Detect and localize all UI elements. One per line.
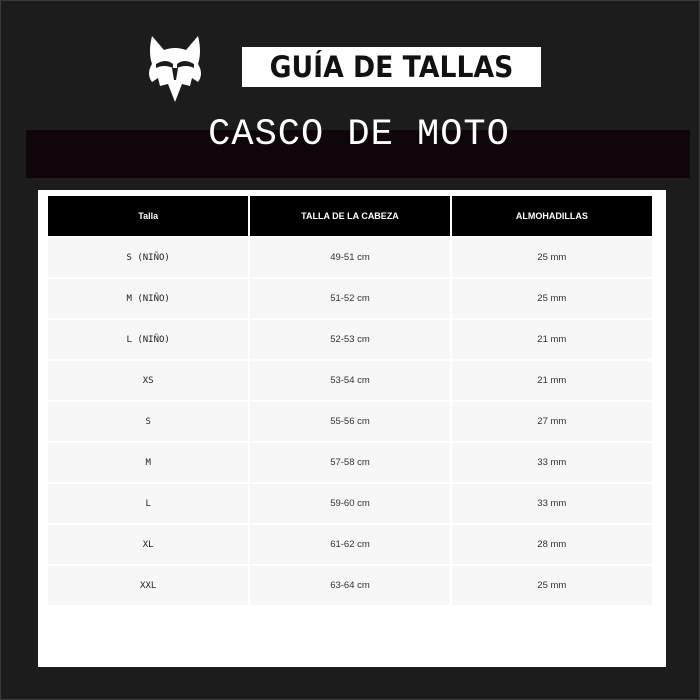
padding-cell: 21 mm: [450, 318, 652, 360]
padding-cell: 33 mm: [450, 482, 652, 524]
size-cell: L: [48, 482, 251, 524]
title-box: GUÍA DE TALLAS: [242, 47, 541, 87]
column-header: ALMOHADILLAS: [450, 196, 652, 237]
padding-cell: 28 mm: [450, 523, 652, 565]
padding-cell: 25 mm: [450, 236, 652, 278]
column-header: TALLA DE LA CABEZA: [249, 196, 452, 237]
head-size-cell: 61-62 cm: [249, 523, 452, 565]
head-size-cell: 57-58 cm: [249, 441, 452, 483]
table-row: XXL 63-64 cm 25 mm: [48, 564, 652, 605]
padding-cell: 25 mm: [450, 564, 652, 605]
table-row: M (NIÑO) 51-52 cm 25 mm: [48, 277, 652, 319]
padding-cell: 25 mm: [450, 277, 652, 319]
column-header: Talla: [48, 196, 251, 237]
head-size-cell: 59-60 cm: [249, 482, 452, 524]
head-size-cell: 63-64 cm: [249, 564, 452, 605]
subtitle-band: [26, 130, 690, 178]
table-header-row: Talla TALLA DE LA CABEZA ALMOHADILLAS: [48, 196, 652, 237]
head-size-cell: 52-53 cm: [249, 318, 452, 360]
page-title: GUÍA DE TALLAS: [269, 50, 514, 84]
padding-cell: 21 mm: [450, 359, 652, 401]
size-cell: XL: [48, 523, 251, 565]
table-row: L 59-60 cm 33 mm: [48, 482, 652, 524]
padding-cell: 33 mm: [450, 441, 652, 483]
padding-cell: 27 mm: [450, 400, 652, 442]
size-cell: S: [48, 400, 251, 442]
size-cell: XXL: [48, 564, 251, 605]
size-cell: XS: [48, 359, 251, 401]
head-size-cell: 53-54 cm: [249, 359, 452, 401]
table-row: S 55-56 cm 27 mm: [48, 400, 652, 442]
subtitle: CASCO DE MOTO: [208, 114, 510, 156]
table-row: S (NIÑO) 49-51 cm 25 mm: [48, 236, 652, 278]
head-size-cell: 49-51 cm: [249, 236, 452, 278]
size-cell: M (NIÑO): [48, 277, 251, 319]
size-cell: M: [48, 441, 251, 483]
table-row: XS 53-54 cm 21 mm: [48, 359, 652, 401]
head-size-cell: 55-56 cm: [249, 400, 452, 442]
size-cell: S (NIÑO): [48, 236, 251, 278]
size-table: Talla TALLA DE LA CABEZA ALMOHADILLAS S …: [48, 196, 652, 605]
head-size-cell: 51-52 cm: [249, 277, 452, 319]
table-row: L (NIÑO) 52-53 cm 21 mm: [48, 318, 652, 360]
table-row: M 57-58 cm 33 mm: [48, 441, 652, 483]
size-chart-panel: Talla TALLA DE LA CABEZA ALMOHADILLAS S …: [38, 190, 666, 667]
fox-head-logo-icon: [149, 36, 201, 102]
size-cell: L (NIÑO): [48, 318, 251, 360]
table-row: XL 61-62 cm 28 mm: [48, 523, 652, 565]
